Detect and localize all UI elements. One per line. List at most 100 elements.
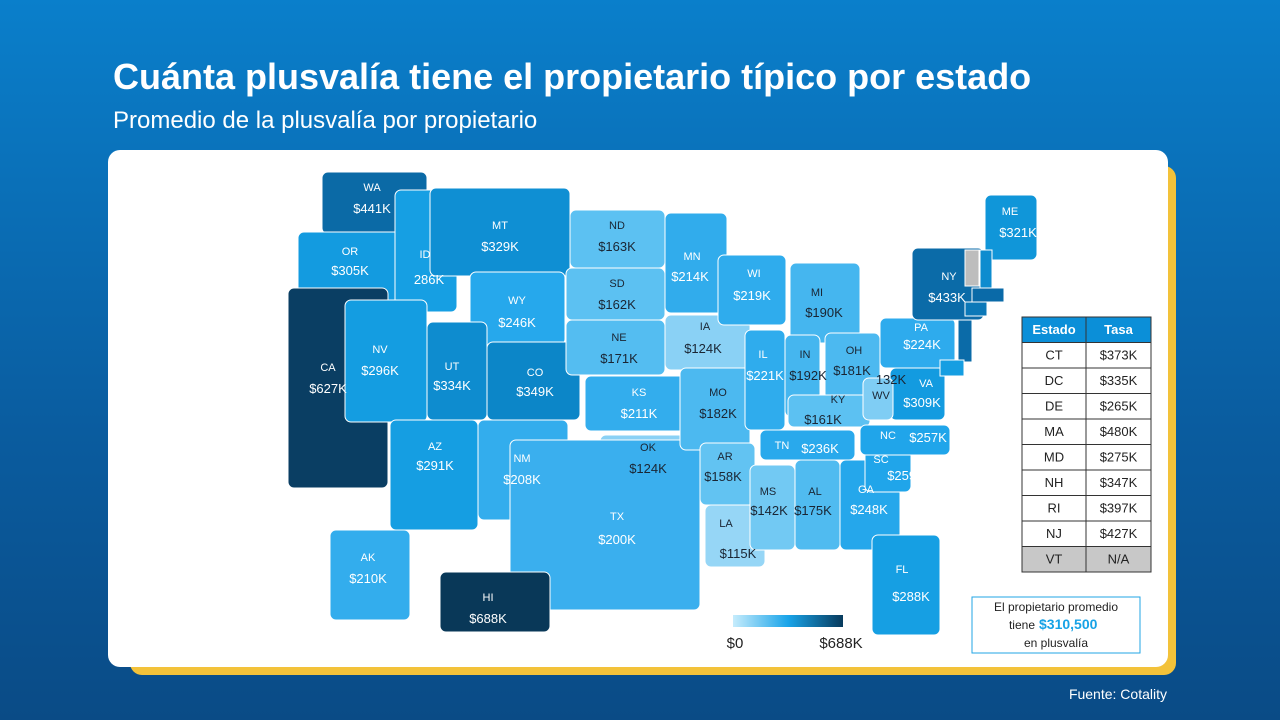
legend-max: $688K [819, 635, 862, 652]
state-abbr: IL [758, 349, 767, 361]
state-value: $349K [516, 384, 554, 399]
state-abbr: LA [719, 518, 733, 530]
state-abbr: MO [709, 387, 727, 399]
state-abbr: WY [508, 295, 526, 307]
state-shape [584, 375, 696, 432]
state-abbr: OH [846, 345, 863, 357]
state-value: $688K [469, 611, 507, 626]
state-value: $236K [801, 441, 839, 456]
state-value: $329K [481, 239, 519, 254]
state-value: $334K [433, 378, 471, 393]
state-value: $441K [353, 201, 391, 216]
state-value: $161K [804, 412, 842, 427]
state-abbr: IN [800, 349, 811, 361]
state-value: $248K [850, 502, 888, 517]
state-abbr: UT [445, 361, 460, 373]
state-abbr: ME [1002, 206, 1019, 218]
state-abbr: SC [873, 454, 888, 466]
table-cell [1021, 367, 1087, 394]
state-abbr: MT [492, 220, 508, 232]
table-cell-text: CT [1045, 348, 1062, 363]
state-abbr: FL [896, 564, 909, 576]
table-cell [1085, 418, 1152, 445]
table-cell-text: $335K [1100, 373, 1138, 388]
state-value: $246K [498, 315, 536, 330]
state-abbr: OR [342, 246, 359, 258]
state-shape [429, 187, 571, 277]
table-cell-text: NJ [1046, 526, 1062, 541]
table-cell [1085, 342, 1152, 369]
state-shape [439, 571, 551, 633]
table-cell-text: DE [1045, 399, 1063, 414]
state-value: $163K [598, 239, 636, 254]
state-shape [789, 262, 861, 344]
state-value: 132K [876, 372, 907, 387]
state-shape [389, 419, 479, 531]
state-value: $214K [671, 269, 709, 284]
state-value: $296K [361, 363, 399, 378]
table-cell-text: $480K [1100, 424, 1138, 439]
state-shape [565, 319, 666, 376]
table-cell [1085, 546, 1152, 573]
state-abbr: PA [914, 322, 929, 334]
state-value: $181K [833, 363, 871, 378]
state-value: $200K [598, 532, 636, 547]
state-shape [984, 194, 1038, 261]
callout-text: El propietario promedio [994, 600, 1118, 614]
table-header-text: Estado [1032, 322, 1075, 337]
nj-shape [957, 319, 973, 363]
table-cell-text: $427K [1100, 526, 1138, 541]
nh-shape [979, 249, 993, 289]
state-abbr: AK [361, 552, 376, 564]
ct-shape [964, 301, 988, 317]
state-value: $627K [309, 381, 347, 396]
state-value: $124K [684, 341, 722, 356]
table-cell-text: NH [1045, 475, 1064, 490]
state-abbr: MN [683, 251, 700, 263]
table-cell [1085, 469, 1152, 496]
table-cell-text: MD [1044, 450, 1064, 465]
state-value: $259K [887, 468, 925, 483]
state-abbr: WI [747, 268, 760, 280]
table-cell [1085, 367, 1152, 394]
state-abbr: AR [717, 451, 732, 463]
table-header-text: Tasa [1104, 322, 1133, 337]
state-abbr: VA [919, 378, 934, 390]
table-cell [1085, 444, 1152, 471]
table-cell [1021, 418, 1087, 445]
ma-shape [971, 287, 1005, 303]
table-header-cell [1021, 316, 1087, 343]
state-abbr: NY [941, 271, 957, 283]
state-abbr: AL [808, 486, 821, 498]
state-value: $433K [928, 290, 966, 305]
state-abbr: GA [858, 484, 875, 496]
state-value: $210K [349, 571, 387, 586]
state-abbr: KY [831, 394, 846, 406]
state-value: $321K [999, 225, 1037, 240]
title: Cuánta plusvalía tiene el propietario tí… [113, 56, 1032, 97]
state-shape [329, 529, 411, 621]
state-abbr: ND [609, 220, 625, 232]
state-value: $224K [903, 337, 941, 352]
table-cell [1021, 495, 1087, 522]
table-cell-text: $275K [1100, 450, 1138, 465]
state-value: $162K [598, 297, 636, 312]
state-abbr: NE [611, 332, 626, 344]
state-abbr: NC [880, 430, 896, 442]
callout-text: en plusvalía [1024, 636, 1088, 650]
table-cell-text: MA [1044, 424, 1064, 439]
state-abbr: KS [632, 387, 647, 399]
state-value: $190K [805, 305, 843, 320]
state-abbr: TN [775, 440, 790, 452]
table-cell-text: N/A [1108, 552, 1130, 567]
state-value: $142K [750, 503, 788, 518]
callout-box [971, 596, 1141, 654]
state-value: $124K [629, 461, 667, 476]
table-cell-text: VT [1046, 552, 1063, 567]
state-shape [344, 299, 428, 423]
state-shape [565, 267, 666, 321]
state-abbr: CO [527, 367, 544, 379]
state-value: $182K [699, 406, 737, 421]
table-cell-text: $397K [1100, 501, 1138, 516]
